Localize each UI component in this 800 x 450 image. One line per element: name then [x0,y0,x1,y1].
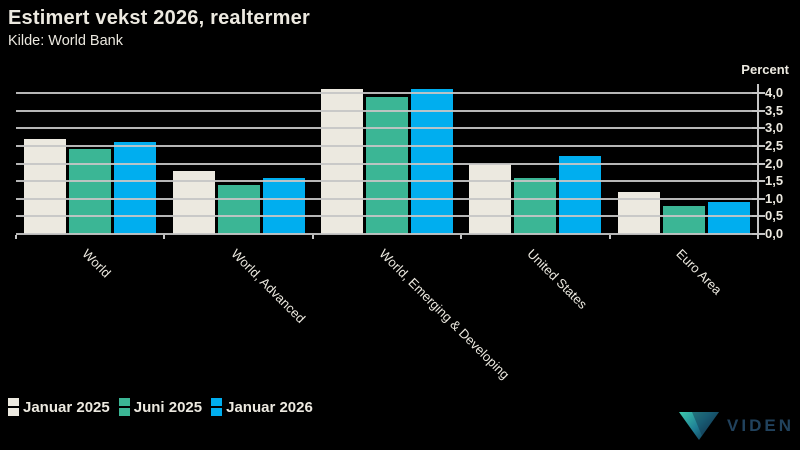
y-axis-tick-label: 4,0 [765,85,784,100]
bar [114,142,157,234]
y-axis-tick-label: 1,0 [765,190,784,206]
gridline [16,162,758,165]
y-axis-tick [752,215,765,218]
y-axis-tick [752,233,765,235]
y-axis-tick [752,127,765,130]
legend-swatch [211,398,223,416]
y-axis-tick [752,197,765,200]
x-axis-tick [15,235,17,239]
x-axis-tick [311,235,314,239]
y-axis-tick [752,162,765,165]
gridline [16,233,758,235]
bar [217,184,260,234]
x-axis-category-label: United States [524,246,591,312]
y-axis-tick-label: 2,5 [765,137,784,153]
y-axis-tick-label: 0,5 [765,208,784,224]
gridline [16,144,758,147]
legend: Januar 2025 Juni 2025 Januar 2026 [8,398,313,416]
bar [559,156,602,234]
gridline [16,180,758,183]
legend-item: Januar 2025 [8,398,110,416]
legend-label: Januar 2025 [23,398,110,416]
y-axis-line [757,84,759,236]
chart-title: Estimert vekst 2026, realtermer [8,7,310,29]
gridline [16,215,758,218]
viden-logo: VIDEN [678,410,794,442]
chart-source: Kilde: World Bank [8,33,123,49]
x-axis-tick [608,235,611,239]
x-axis-category-label: World, Advanced [227,246,308,326]
y-axis-tick-label: 3,5 [765,102,784,118]
legend-item: Juni 2025 [118,398,203,416]
bar [411,89,453,234]
bar [262,177,305,234]
x-axis-tick [757,235,759,239]
bar [24,138,67,234]
x-axis-category-label: Euro Area [673,246,725,298]
y-axis-tick [752,92,765,94]
y-axis-tick-label: 3,0 [765,120,784,136]
viden-logo-icon [678,410,720,442]
bar [662,205,705,234]
x-axis-category-label: World [79,246,115,281]
viden-logo-text: VIDEN [727,416,794,435]
gridline [16,197,758,200]
y-axis-tick [752,109,765,112]
y-axis-tick-label: 2,0 [765,155,784,171]
legend-label: Januar 2026 [226,398,313,416]
legend-swatch [8,398,19,416]
bar [366,96,408,234]
y-axis-unit-label: Percent [741,62,789,77]
y-axis-tick-label: 0,0 [765,226,784,241]
bar [707,202,750,234]
x-axis-tick [460,235,463,239]
bar [321,89,363,234]
gridline [16,127,758,130]
gridline [16,109,758,112]
legend-item: Januar 2026 [211,398,313,416]
y-axis-tick [752,144,765,147]
x-axis-category-label: World, Emerging & Developing [376,246,513,383]
legend-label: Juni 2025 [133,398,203,416]
y-axis-tick [752,180,765,183]
y-axis-tick-label: 1,5 [765,173,784,189]
x-axis-tick [163,235,166,239]
legend-swatch [118,398,130,416]
gridline [16,92,758,94]
bar [514,177,557,234]
